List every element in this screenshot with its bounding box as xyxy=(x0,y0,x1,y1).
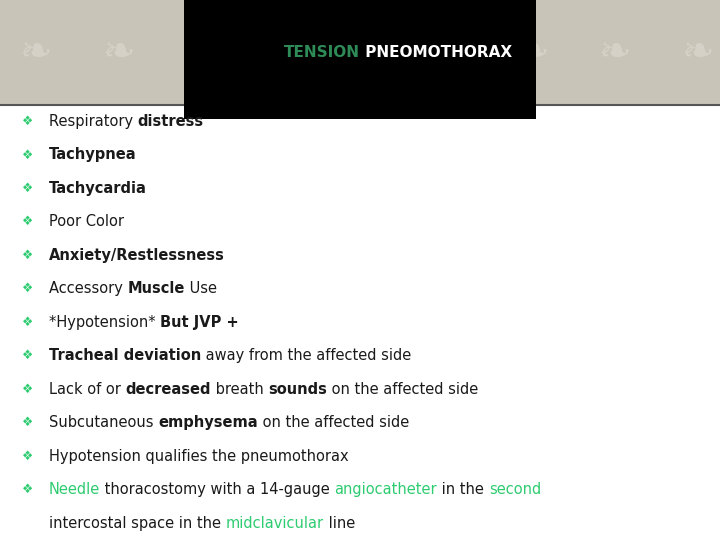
Text: Poor Color: Poor Color xyxy=(49,214,124,230)
Text: emphysema: emphysema xyxy=(158,415,258,430)
Text: ❖: ❖ xyxy=(22,148,33,161)
FancyBboxPatch shape xyxy=(184,0,536,119)
Text: sounds: sounds xyxy=(269,382,327,397)
Text: Tracheal deviation: Tracheal deviation xyxy=(49,348,201,363)
Text: ❖: ❖ xyxy=(22,316,33,329)
Text: ❖: ❖ xyxy=(22,383,33,396)
Text: decreased: decreased xyxy=(125,382,211,397)
Text: ❧: ❧ xyxy=(19,33,53,72)
Text: ❖: ❖ xyxy=(22,182,33,195)
Text: angiocatheter: angiocatheter xyxy=(335,482,437,497)
Text: breath: breath xyxy=(211,382,269,397)
Text: ❖: ❖ xyxy=(22,282,33,295)
Text: But JVP +: But JVP + xyxy=(161,315,239,330)
Text: ❖: ❖ xyxy=(22,483,33,496)
Text: Tachypnea: Tachypnea xyxy=(49,147,137,163)
Text: on the affected side: on the affected side xyxy=(327,382,479,397)
Text: intercostal space in the: intercostal space in the xyxy=(49,516,225,531)
Text: Respiratory: Respiratory xyxy=(49,114,138,129)
Text: ❧: ❧ xyxy=(682,33,715,72)
Text: Accessory: Accessory xyxy=(49,281,127,296)
Text: Use: Use xyxy=(185,281,217,296)
Text: second: second xyxy=(489,482,541,497)
Text: ❧: ❧ xyxy=(516,33,549,72)
Text: midclavicular: midclavicular xyxy=(225,516,324,531)
Text: Tachycardia: Tachycardia xyxy=(49,181,147,196)
FancyBboxPatch shape xyxy=(0,0,720,105)
Text: Lack of or: Lack of or xyxy=(49,382,125,397)
Text: ❧: ❧ xyxy=(599,33,632,72)
Text: Needle: Needle xyxy=(49,482,100,497)
Text: ❖: ❖ xyxy=(22,450,33,463)
Text: Hypotension qualifies the pneumothorax: Hypotension qualifies the pneumothorax xyxy=(49,449,348,464)
Text: distress: distress xyxy=(138,114,204,129)
Text: *Hypotension*: *Hypotension* xyxy=(49,315,161,330)
Text: ❧: ❧ xyxy=(268,33,301,72)
Text: on the affected side: on the affected side xyxy=(258,415,409,430)
Text: away from the affected side: away from the affected side xyxy=(201,348,411,363)
Text: Subcutaneous: Subcutaneous xyxy=(49,415,158,430)
Text: ❖: ❖ xyxy=(22,349,33,362)
Text: ❧: ❧ xyxy=(185,33,218,72)
Text: ❖: ❖ xyxy=(22,115,33,128)
Text: ❖: ❖ xyxy=(22,215,33,228)
FancyBboxPatch shape xyxy=(0,105,720,540)
Text: ❖: ❖ xyxy=(22,416,33,429)
Text: ❖: ❖ xyxy=(22,249,33,262)
Text: Anxiety/Restlessness: Anxiety/Restlessness xyxy=(49,248,225,263)
Text: thoracostomy with a 14-gauge: thoracostomy with a 14-gauge xyxy=(100,482,335,497)
Text: TENSION: TENSION xyxy=(284,45,360,60)
Text: line: line xyxy=(324,516,355,531)
Text: PNEOMOTHORAX: PNEOMOTHORAX xyxy=(360,45,512,60)
Text: ❧: ❧ xyxy=(102,33,135,72)
Text: in the: in the xyxy=(437,482,489,497)
Text: ❧: ❧ xyxy=(433,33,467,72)
Text: Muscle: Muscle xyxy=(127,281,185,296)
Text: ❧: ❧ xyxy=(351,33,384,72)
